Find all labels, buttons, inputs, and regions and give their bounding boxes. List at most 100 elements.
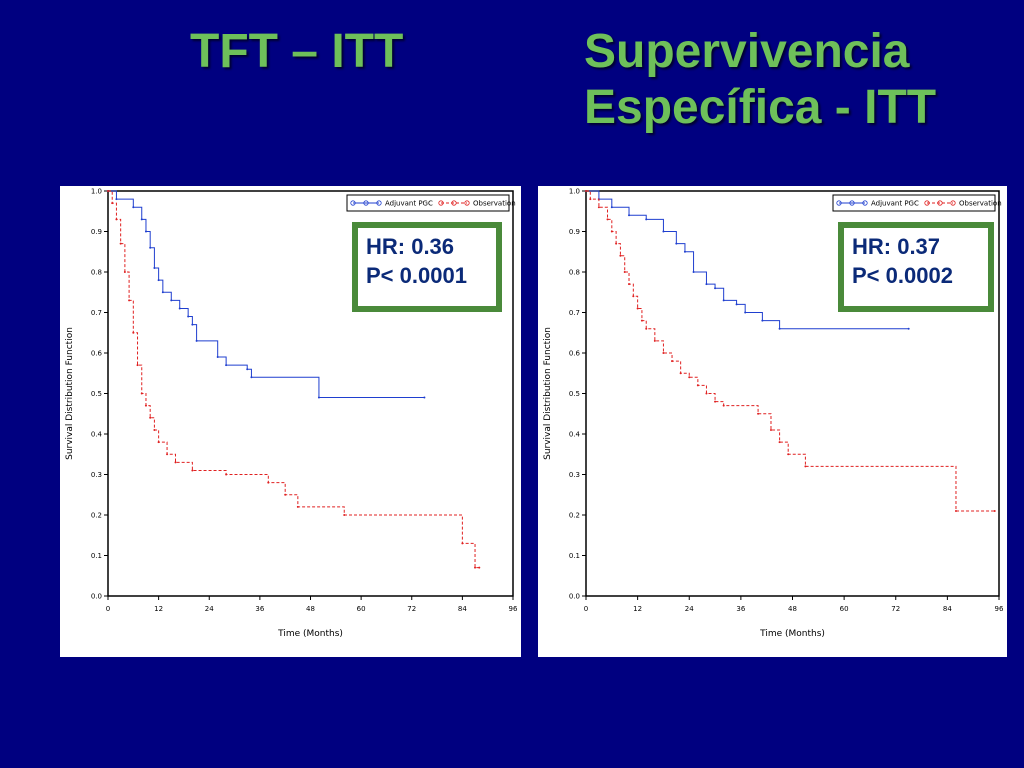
data-point-observation: [107, 190, 109, 192]
data-point-observation: [714, 400, 717, 403]
data-point-adjuvant-pgc: [157, 279, 160, 282]
data-point-adjuvant-pgc: [705, 283, 708, 286]
data-point-observation: [636, 307, 639, 310]
x-tick-label: 96: [995, 605, 1004, 613]
x-tick-label: 36: [736, 605, 745, 613]
x-tick-label: 12: [633, 605, 642, 613]
data-point-observation: [671, 360, 674, 363]
legend-marker: [849, 200, 855, 206]
y-tick-label: 1.0: [569, 188, 580, 196]
legend-box: [346, 194, 510, 212]
y-tick-label: 0.9: [569, 228, 580, 236]
legend-label: Observation: [959, 200, 1002, 208]
data-point-adjuvant-pgc: [722, 299, 725, 302]
data-point-adjuvant-pgc: [250, 376, 253, 379]
y-tick-label: 0.2: [91, 512, 102, 520]
data-point-observation: [606, 218, 609, 221]
data-point-observation: [140, 392, 143, 395]
hr-value-left: HR: 0.36: [366, 234, 455, 259]
data-point-observation: [679, 372, 682, 375]
data-point-observation: [632, 295, 635, 298]
x-tick-label: 0: [106, 605, 110, 613]
data-point-observation: [225, 473, 228, 476]
x-tick-label: 60: [357, 605, 366, 613]
y-axis-label: Survival Distribution Function: [543, 327, 553, 460]
legend-label: Observation: [473, 200, 516, 208]
data-point-observation: [166, 453, 169, 456]
y-tick-label: 0.5: [569, 390, 580, 398]
data-point-observation: [267, 481, 270, 484]
data-point-observation: [615, 242, 618, 245]
legend-marker: [438, 200, 444, 206]
x-tick-label: 84: [458, 605, 467, 613]
data-point-observation: [619, 254, 622, 257]
data-point-observation: [610, 230, 613, 233]
data-point-observation: [769, 428, 772, 431]
data-point-observation: [645, 327, 648, 330]
x-tick-label: 72: [407, 605, 416, 613]
data-point-observation: [157, 441, 160, 444]
data-point-observation: [993, 509, 996, 512]
km-curve-observation: [586, 190, 995, 512]
data-point-observation: [954, 509, 957, 512]
y-tick-label: 0.9: [91, 228, 102, 236]
data-point-adjuvant-pgc: [195, 339, 198, 342]
data-point-adjuvant-pgc: [423, 396, 426, 399]
data-point-adjuvant-pgc: [692, 271, 695, 273]
legend-marker: [924, 200, 930, 206]
y-tick-label: 0.0: [91, 593, 102, 601]
data-point-observation: [640, 319, 643, 322]
y-tick-label: 0.7: [91, 309, 102, 317]
data-point-adjuvant-pgc: [675, 242, 678, 245]
y-tick-label: 0.8: [91, 269, 102, 277]
x-tick-label: 48: [788, 605, 797, 613]
data-point-observation: [628, 283, 631, 286]
data-point-observation: [778, 441, 781, 444]
data-point-observation: [132, 331, 135, 334]
legend-marker: [937, 200, 943, 206]
data-point-adjuvant-pgc: [778, 327, 781, 330]
data-point-observation: [461, 542, 464, 545]
data-point-observation: [623, 271, 626, 273]
legend-marker: [950, 200, 956, 206]
y-tick-label: 0.7: [569, 309, 580, 317]
data-point-adjuvant-pgc: [645, 218, 648, 221]
slide-title-right-line2: Específica - ITT: [584, 81, 937, 134]
km-chart-left-svg: 0 12 24 36 48 60 72 84 96 0.0 0.1 0.2 0.3 0.4 0.5 0.6 0.…: [65, 188, 518, 640]
y-tick-label: 0.0: [569, 593, 580, 601]
x-axis-label: Time (Months): [277, 629, 343, 639]
x-tick-label: 12: [154, 605, 163, 613]
data-point-adjuvant-pgc: [317, 396, 320, 399]
data-point-observation: [662, 352, 665, 354]
data-point-observation: [119, 242, 122, 245]
data-point-adjuvant-pgc: [907, 327, 910, 330]
y-tick-label: 0.4: [91, 431, 103, 439]
data-point-adjuvant-pgc: [132, 206, 135, 209]
y-tick-label: 0.6: [569, 350, 581, 358]
data-point-observation: [153, 428, 156, 431]
km-chart-right-svg: 0 12 24 36 48 60 72 84 96 0.0 0.1 0.2 0.3 0.4 0.5 0.6 0.…: [543, 188, 1004, 640]
legend-marker: [376, 200, 382, 206]
data-point-adjuvant-pgc: [161, 291, 164, 294]
data-point-adjuvant-pgc: [140, 218, 143, 221]
x-tick-label: 24: [205, 605, 214, 613]
km-chart-right: 0 12 24 36 48 60 72 84 96 0.0 0.1 0.2 0.3 0.4 0.5 0.6 0.…: [538, 186, 1007, 657]
p-value-right: P< 0.0002: [852, 263, 953, 288]
data-point-observation: [722, 404, 725, 407]
legend-marker: [862, 200, 868, 206]
y-tick-label: 0.1: [91, 552, 102, 560]
x-tick-label: 84: [943, 605, 952, 613]
data-point-observation: [123, 271, 126, 273]
data-point-observation: [787, 453, 790, 456]
data-point-adjuvant-pgc: [115, 198, 118, 201]
data-point-adjuvant-pgc: [225, 364, 228, 367]
data-point-observation: [757, 412, 760, 415]
data-point-observation: [585, 190, 587, 192]
data-point-adjuvant-pgc: [662, 230, 665, 233]
hr-value-right: HR: 0.37: [852, 234, 941, 259]
x-tick-label: 48: [306, 605, 315, 613]
data-point-observation: [149, 416, 152, 419]
stats-box-left: HR: 0.36 P< 0.0001: [352, 222, 502, 312]
data-point-adjuvant-pgc: [170, 299, 173, 302]
x-tick-label: 24: [685, 605, 694, 613]
